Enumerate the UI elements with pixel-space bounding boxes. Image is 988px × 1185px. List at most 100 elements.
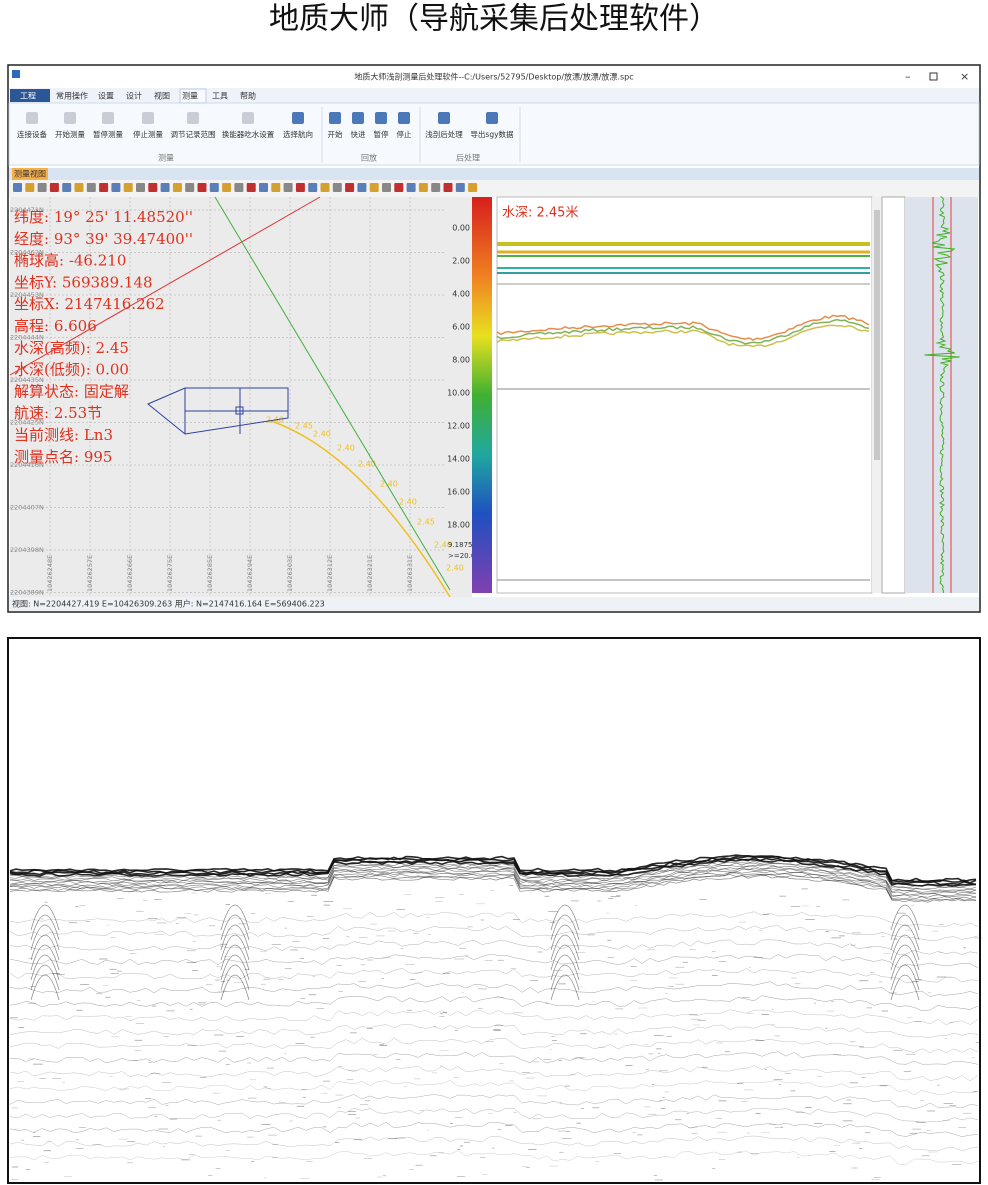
tool-icon[interactable] (210, 183, 219, 192)
ribbon-button[interactable]: 导出sgy数据 (470, 129, 514, 139)
ribbon-button[interactable]: 暂停 (374, 129, 389, 139)
ribbon-icon[interactable] (329, 112, 341, 124)
ribbon-icon[interactable] (352, 112, 364, 124)
ribbon-icon[interactable] (292, 112, 304, 124)
tool-icon[interactable] (345, 183, 354, 192)
doc-tab-bar (9, 168, 979, 180)
info-line: 航速: 2.53节 (14, 404, 102, 422)
tool-icon[interactable] (25, 183, 34, 192)
tool-icon[interactable] (136, 183, 145, 192)
ribbon-icon[interactable] (398, 112, 410, 124)
tool-icon[interactable] (75, 183, 84, 192)
tool-icon[interactable] (296, 183, 305, 192)
info-line: 坐标Y: 569389.148 (14, 273, 153, 291)
depth-label: 14.00 (447, 455, 470, 464)
tool-icon[interactable] (259, 183, 268, 192)
ribbon-button[interactable]: 停止 (397, 129, 412, 139)
scroll-thumb[interactable] (874, 210, 880, 460)
tool-icon[interactable] (247, 183, 256, 192)
tool-icon[interactable] (62, 183, 71, 192)
tool-icon[interactable] (161, 183, 170, 192)
track-label: 2.40 (313, 430, 331, 439)
close-button[interactable]: × (960, 70, 969, 83)
ribbon-group-label: 测量 (158, 154, 174, 163)
depth-label: 8.00 (452, 356, 470, 365)
tool-icon[interactable] (444, 183, 453, 192)
tool-icon[interactable] (407, 183, 416, 192)
info-line: 测量点名: 995 (14, 448, 112, 466)
tool-icon[interactable] (111, 183, 120, 192)
ribbon-tab[interactable]: 常用操作 (56, 91, 88, 101)
doc-tab-label[interactable]: 测量视图 (14, 169, 46, 179)
tool-icon[interactable] (431, 183, 440, 192)
ribbon-button[interactable]: 选择航向 (283, 129, 313, 139)
map-x-label: 10426248E (46, 555, 54, 592)
ribbon-button[interactable]: 连接设备 (17, 129, 47, 139)
depth-reading: 水深: 2.45米 (502, 206, 578, 221)
tool-icon[interactable] (198, 183, 207, 192)
tool-icon[interactable] (382, 183, 391, 192)
ribbon-icon[interactable] (187, 112, 199, 124)
ribbon-icon[interactable] (486, 112, 498, 124)
tool-icon[interactable] (271, 183, 280, 192)
ribbon-icon[interactable] (26, 112, 38, 124)
tool-icon[interactable] (456, 183, 465, 192)
ribbon-icon[interactable] (242, 112, 254, 124)
ribbon-icon[interactable] (375, 112, 387, 124)
tool-icon[interactable] (38, 183, 47, 192)
ribbon-tab[interactable]: 设计 (126, 91, 142, 101)
ribbon-icon[interactable] (142, 112, 154, 124)
tool-icon[interactable] (419, 183, 428, 192)
ribbon-button[interactable]: 暂停测量 (93, 129, 123, 139)
tool-icon[interactable] (284, 183, 293, 192)
ribbon-button[interactable]: 开始测量 (55, 129, 85, 139)
tool-icon[interactable] (222, 183, 231, 192)
status-text: 视图: N=2204427.419 E=10426309.263 用户: N=2… (12, 599, 325, 609)
tool-icon[interactable] (173, 183, 182, 192)
ribbon-tab[interactable]: 视图 (154, 91, 170, 101)
map-x-label: 10426257E (86, 555, 94, 592)
tool-icon[interactable] (357, 183, 366, 192)
ribbon-button[interactable]: 开始 (328, 129, 343, 139)
map-x-label: 10426303E (286, 555, 294, 592)
info-line: 当前测线: Ln3 (14, 426, 113, 444)
map-x-label: 10426266E (126, 555, 134, 592)
tool-icon[interactable] (308, 183, 317, 192)
track-label: 2.45 (295, 422, 313, 431)
ribbon-button[interactable]: 换能器吃水设置 (222, 129, 275, 139)
ribbon-button[interactable]: 浅剖后处理 (425, 129, 463, 139)
map-x-label: 10426312E (326, 555, 334, 592)
depth-marker: 9.1875 (448, 541, 473, 549)
depth-label: 10.00 (447, 389, 470, 398)
ribbon-tab[interactable]: 帮助 (240, 91, 256, 101)
ribbon-tab[interactable]: 设置 (98, 91, 114, 101)
tool-icon[interactable] (394, 183, 403, 192)
tool-icon[interactable] (185, 183, 194, 192)
tool-icon[interactable] (124, 183, 133, 192)
tool-icon[interactable] (370, 183, 379, 192)
ribbon-tab[interactable]: 工具 (212, 92, 228, 101)
tool-icon[interactable] (13, 183, 22, 192)
track-label: 2.45 (417, 518, 435, 527)
ribbon-tab[interactable]: 工程 (20, 92, 36, 101)
tool-icon[interactable] (468, 183, 477, 192)
tool-icon[interactable] (87, 183, 96, 192)
ribbon-button[interactable]: 调节记录范围 (171, 129, 216, 139)
tool-icon[interactable] (148, 183, 157, 192)
tool-icon[interactable] (50, 183, 59, 192)
tool-icon[interactable] (333, 183, 342, 192)
map-x-label: 10426294E (246, 555, 254, 592)
tool-icon[interactable] (99, 183, 108, 192)
ribbon-icon[interactable] (102, 112, 114, 124)
ribbon-button[interactable]: 停止测量 (133, 129, 163, 139)
tool-icon[interactable] (234, 183, 243, 192)
tool-icon[interactable] (321, 183, 330, 192)
ribbon-button[interactable]: 快进 (351, 129, 366, 139)
ribbon-group-label: 回放 (361, 153, 377, 163)
ribbon-icon[interactable] (438, 112, 450, 124)
ribbon-tab[interactable]: 测量 (182, 92, 198, 101)
minimize-button[interactable]: – (905, 70, 911, 83)
depth-limit: >=20.0 (448, 552, 475, 560)
ribbon-icon[interactable] (64, 112, 76, 124)
depth-label: 18.00 (447, 521, 470, 530)
